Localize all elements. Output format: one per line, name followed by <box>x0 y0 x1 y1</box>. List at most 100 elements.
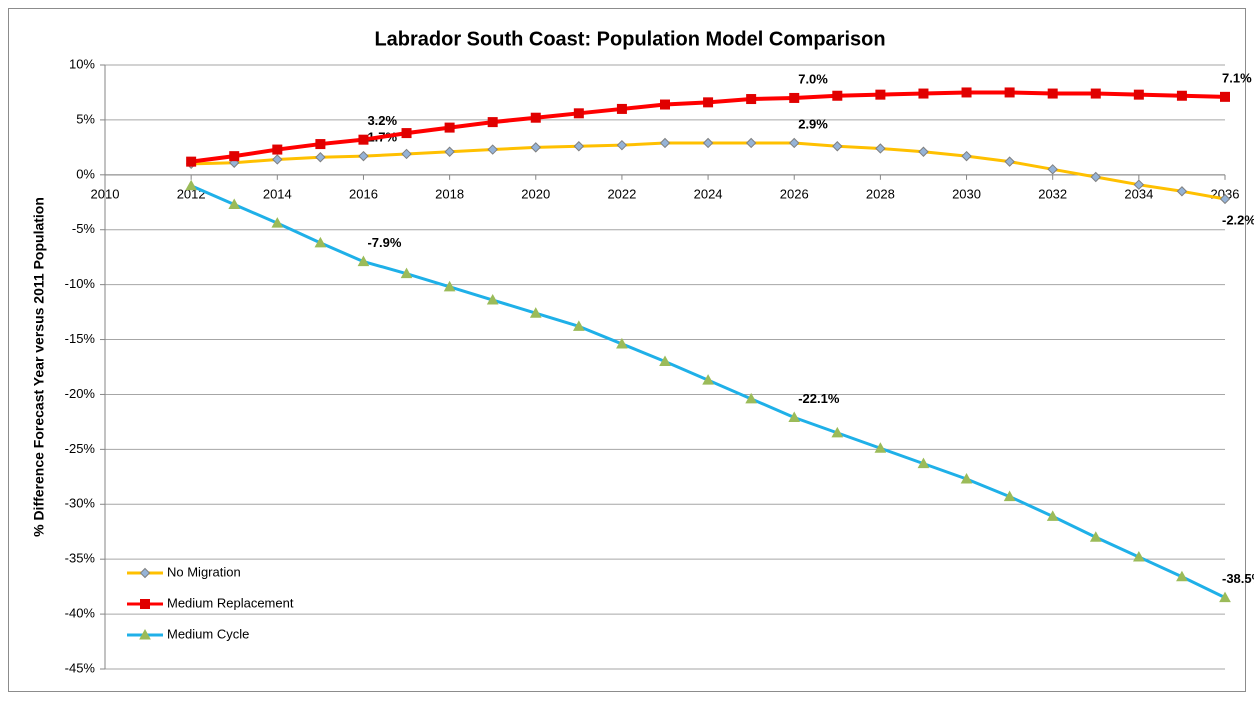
marker <box>832 90 843 101</box>
marker <box>789 92 800 103</box>
y-axis-label: % Difference Forecast Year versus 2011 P… <box>31 197 47 537</box>
marker <box>443 280 456 292</box>
y-tick-label: 5% <box>76 111 95 126</box>
marker <box>1047 88 1058 99</box>
marker <box>745 392 758 404</box>
marker <box>918 146 929 157</box>
marker <box>1089 531 1102 542</box>
value-label: 3.2% <box>367 113 397 128</box>
marker <box>315 152 326 163</box>
x-tick-label: 2020 <box>521 186 550 201</box>
value-label: 7.1% <box>1222 70 1252 85</box>
marker <box>228 198 241 209</box>
marker <box>874 442 887 453</box>
x-tick-label: 2030 <box>952 186 981 201</box>
marker <box>703 97 714 108</box>
marker <box>1219 591 1231 603</box>
marker <box>185 179 198 191</box>
x-tick-label: 2010 <box>91 186 120 201</box>
y-tick-label: -10% <box>65 276 96 291</box>
y-tick-label: 10% <box>69 56 95 71</box>
marker <box>186 156 197 167</box>
x-tick-label: 2034 <box>1124 186 1153 201</box>
y-tick-label: -25% <box>65 441 96 456</box>
marker <box>1133 89 1144 100</box>
marker <box>746 94 757 105</box>
marker <box>357 255 370 267</box>
marker <box>401 128 412 139</box>
value-label: -38.5% <box>1222 571 1254 586</box>
marker <box>616 139 628 151</box>
marker <box>1046 510 1059 521</box>
marker <box>1176 570 1188 582</box>
marker <box>358 150 369 162</box>
x-tick-label: 2014 <box>263 186 292 201</box>
value-label: -2.2% <box>1222 212 1254 227</box>
marker <box>1133 179 1145 190</box>
marker <box>961 87 972 98</box>
marker <box>358 134 369 145</box>
marker <box>530 112 541 123</box>
marker <box>702 137 714 149</box>
chart-title: Labrador South Coast: Population Model C… <box>374 28 885 50</box>
marker <box>788 411 801 423</box>
marker <box>616 103 627 114</box>
marker <box>1047 164 1058 175</box>
marker <box>530 142 541 153</box>
legend-label: Medium Cycle <box>167 626 249 641</box>
marker <box>1090 171 1101 183</box>
x-tick-label: 2032 <box>1038 186 1067 201</box>
marker <box>140 599 150 609</box>
x-tick-label: 2016 <box>349 186 378 201</box>
marker <box>1003 490 1016 502</box>
value-label: 2.9% <box>798 116 828 131</box>
marker <box>400 267 413 279</box>
value-label: 7.0% <box>798 71 828 86</box>
y-tick-label: -5% <box>72 221 96 236</box>
marker <box>272 154 283 165</box>
marker <box>487 117 498 128</box>
legend-label: Medium Replacement <box>167 595 294 610</box>
marker <box>572 320 585 331</box>
x-tick-label: 2024 <box>694 186 723 201</box>
marker <box>139 628 151 640</box>
marker <box>961 150 972 162</box>
marker <box>789 137 800 149</box>
marker <box>229 151 240 162</box>
marker <box>315 139 326 150</box>
marker <box>573 141 585 152</box>
marker <box>659 355 671 367</box>
marker <box>918 88 929 99</box>
marker <box>573 108 584 119</box>
marker <box>1004 87 1015 98</box>
marker <box>487 144 498 155</box>
marker <box>444 122 455 133</box>
marker <box>1220 91 1230 102</box>
y-tick-label: -20% <box>65 386 96 401</box>
marker <box>1176 186 1188 197</box>
y-tick-label: -15% <box>65 331 96 346</box>
y-tick-label: 0% <box>76 166 95 181</box>
marker <box>401 148 412 160</box>
x-tick-label: 2026 <box>780 186 809 201</box>
marker <box>616 337 628 349</box>
x-tick-label: 2028 <box>866 186 895 201</box>
chart-border <box>8 8 1246 692</box>
marker <box>1176 90 1187 101</box>
marker <box>529 307 542 318</box>
marker <box>875 143 886 154</box>
marker <box>1004 156 1015 167</box>
legend-label: No Migration <box>167 564 241 579</box>
marker <box>745 137 757 149</box>
marker <box>272 144 283 155</box>
marker <box>660 99 670 110</box>
value-label: -22.1% <box>798 391 840 406</box>
marker <box>486 293 499 305</box>
y-tick-label: -30% <box>65 496 96 511</box>
marker <box>314 236 327 248</box>
marker <box>1090 88 1101 99</box>
y-tick-label: -45% <box>65 660 96 675</box>
marker <box>875 89 886 100</box>
